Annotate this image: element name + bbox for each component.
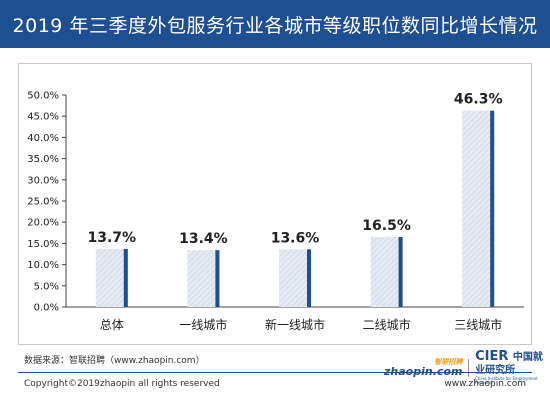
bar-edge [490, 110, 495, 307]
data-label: 46.3% [454, 92, 503, 108]
logo-divider [468, 358, 470, 377]
bars: 13.7% 总体 13.4% 一线城市 13.6% 新一线城市 16.5% 二线城市 46.3%… [88, 92, 503, 332]
bar [370, 237, 403, 307]
data-label: 16.5% [362, 218, 411, 234]
bar-group: 46.3% 三线城市 [454, 92, 503, 332]
y-tick-label: 15.0% [27, 239, 59, 250]
cier-logo-text: CIER [475, 349, 509, 364]
y-tick-label: 50.0% [27, 91, 59, 102]
x-tick-label: 三线城市 [454, 317, 502, 332]
bar-edge [123, 248, 128, 307]
y-tick-label: 0.0% [34, 303, 59, 314]
copyright: Copyright©2019zhaopin all rights reserve… [24, 379, 220, 389]
zhaopin-logo-text: zhaopin.com [384, 364, 463, 378]
data-label: 13.4% [179, 231, 228, 247]
bar [95, 248, 128, 307]
bar [462, 110, 495, 307]
y-tick-label: 5.0% [34, 281, 59, 292]
website-link[interactable]: www.zhaopin.com [444, 379, 526, 389]
x-tick-label: 一线城市 [179, 317, 227, 332]
bar [279, 249, 311, 307]
cier-logo: CIER 中国就业研究所 China Institute for Employm… [475, 350, 550, 385]
y-tick-label: 35.0% [27, 154, 59, 165]
zhaopin-logo-cn: 智联招聘 [434, 357, 463, 366]
bar-edge [398, 237, 403, 307]
y-tick-label: 30.0% [27, 175, 59, 186]
bar-group: 13.4% 一线城市 [179, 231, 228, 332]
y-tick-label: 10.0% [27, 260, 59, 271]
page-title: 2019 年三季度外包服务行业各城市等级职位数同比增长情况 [0, 0, 550, 48]
bar [187, 250, 220, 307]
footer-divider [18, 372, 532, 373]
y-axis: 0.0% 5.0% 10.0% 15.0% 20.0% 25.0% 30.0% 35.0% 40… [27, 91, 524, 314]
y-tick-label: 25.0% [27, 197, 59, 208]
data-source: 数据来源：智联招聘（www.zhaopin.com） [24, 356, 205, 366]
x-tick-label: 二线城市 [363, 317, 411, 332]
zhaopin-logo: 智联招聘 zhaopin.com [384, 357, 463, 378]
x-tick-label: 新一线城市 [265, 317, 325, 332]
bar-edge [307, 249, 311, 307]
data-label: 13.6% [271, 230, 320, 246]
bar-edge [215, 250, 220, 307]
cier-logo-en: China Institute for Employment Research [475, 376, 538, 385]
y-tick-label: 45.0% [27, 112, 59, 123]
bar-chart: 0.0% 5.0% 10.0% 15.0% 20.0% 25.0% 30.0% 35.0% 40… [27, 91, 524, 332]
x-tick-label: 总体 [100, 318, 124, 332]
y-tick-label: 40.0% [27, 133, 59, 144]
brand-logos: 智联招聘 zhaopin.com CIER 中国就业研究所 China Inst… [384, 350, 550, 385]
cier-logo-cn: 中国就业研究所 [475, 352, 543, 376]
bar-group: 16.5% 二线城市 [362, 218, 411, 332]
bar-group: 13.6% 新一线城市 [265, 230, 325, 332]
chart-panel: 0.0% 5.0% 10.0% 15.0% 20.0% 25.0% 30.0% 35.0% 40… [18, 63, 532, 345]
bar-group: 13.7% 总体 [88, 230, 137, 332]
data-label: 13.7% [88, 230, 137, 246]
y-tick-label: 20.0% [27, 218, 59, 229]
